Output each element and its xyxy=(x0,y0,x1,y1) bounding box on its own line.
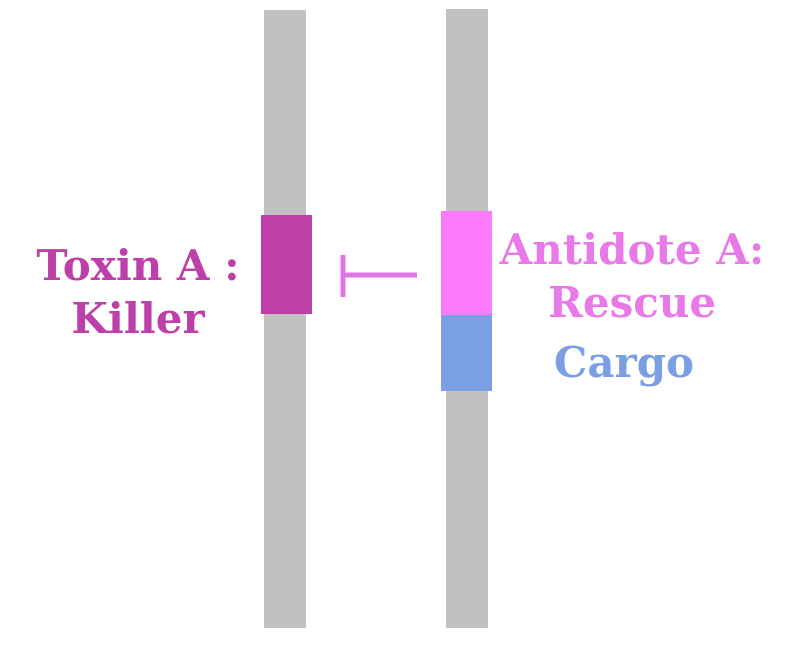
inhibition-arrow xyxy=(340,255,417,297)
toxin-label-line2: Killer xyxy=(71,294,205,343)
toxin-block xyxy=(261,215,312,314)
cargo-block xyxy=(441,315,492,391)
left-chromosome xyxy=(264,10,306,628)
cargo-label: Cargo xyxy=(554,338,694,387)
toxin-label-line1: Toxin A : xyxy=(36,241,239,290)
antidote-block xyxy=(441,211,492,315)
antidote-label-line1: Antidote A: xyxy=(499,225,765,274)
antidote-label-line2: Rescue xyxy=(548,278,716,327)
